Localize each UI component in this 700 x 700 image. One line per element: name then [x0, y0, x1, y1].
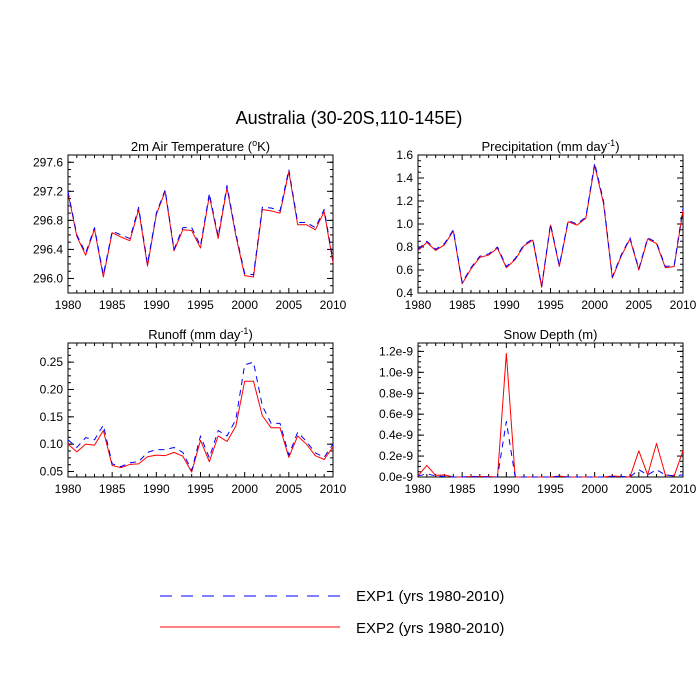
y-tick-label: 0.6e-9: [379, 407, 413, 421]
x-tick-label: 1995: [187, 298, 214, 312]
y-tick-label: 296.0: [33, 271, 63, 285]
x-tick-label: 2000: [231, 298, 258, 312]
x-tick-label: 1980: [405, 298, 432, 312]
y-tick-label: 1.0: [396, 217, 413, 231]
series-line-exp1-runoff: [67, 361, 334, 471]
series-line-exp1-snow-depth: [417, 421, 684, 478]
panel-snow-depth: Snow Depth (m) 1980 1985 1990 1995 2000 2005 20…: [379, 327, 697, 496]
y-tick-label: 0.4: [396, 286, 413, 300]
y-tick-label: 0.2e-9: [379, 449, 413, 463]
series-line-exp2-air-temperature: [67, 171, 334, 278]
y-tick-label: 297.6: [33, 155, 63, 169]
x-tick-label: 1990: [493, 298, 520, 312]
x-tick-label: 2000: [231, 482, 258, 496]
panel-title-precipitation: Precipitation (mm day-1): [481, 138, 619, 154]
x-tick-label: 1995: [187, 482, 214, 496]
panel-title-air-temperature: 2m Air Temperature (oK): [131, 138, 270, 154]
x-tick-label: 2010: [670, 482, 697, 496]
series-line-exp1-precipitation: [417, 162, 684, 287]
y-tick-label: 297.2: [33, 184, 63, 198]
plot-frame-snow-depth: [417, 342, 684, 478]
y-tick-label: 1.6: [396, 148, 413, 162]
legend-label-exp2: EXP2 (yrs 1980-2010): [356, 620, 504, 637]
panels-group: 2m Air Temperature (oK) 1980 1985 1990 1995 2…: [33, 138, 697, 496]
x-tick-label: 1980: [405, 482, 432, 496]
x-tick-label: 1985: [99, 482, 126, 496]
y-tick-label: 1.0e-9: [379, 365, 413, 379]
x-tick-label: 2005: [625, 482, 652, 496]
plot-frame-air-temperature: [67, 154, 334, 294]
x-tick-label: 2000: [581, 482, 608, 496]
y-tick-label: 1.2: [396, 194, 413, 208]
plot-frame-runoff: [67, 342, 334, 478]
series-line-exp2-precipitation: [417, 164, 684, 288]
x-tick-label: 2000: [581, 298, 608, 312]
y-tick-label: 0.6: [396, 263, 413, 277]
y-tick-label: 0.15: [40, 410, 64, 424]
legend: EXP1 (yrs 1980-2010) EXP2 (yrs 1980-2010…: [160, 588, 504, 637]
panel-air-temperature: 2m Air Temperature (oK) 1980 1985 1990 1995 2…: [33, 138, 347, 312]
series-line-exp2-runoff: [67, 380, 334, 473]
y-tick-label: 296.4: [33, 242, 63, 256]
x-tick-label: 2010: [320, 298, 347, 312]
panel-runoff: Runoff (mm day-1) 1980 1985 1990 1995 2000 200…: [40, 326, 347, 496]
y-tick-label: 0.4e-9: [379, 428, 413, 442]
panel-precipitation: Precipitation (mm day-1) 1980 1985 1990 1995…: [396, 138, 696, 312]
x-tick-label: 2005: [275, 298, 302, 312]
x-tick-label: 1995: [537, 482, 564, 496]
y-tick-label: 1.2e-9: [379, 344, 413, 358]
series-line-exp2-snow-depth: [417, 352, 684, 478]
x-tick-label: 2010: [320, 482, 347, 496]
y-tick-label: 296.8: [33, 213, 63, 227]
x-tick-label: 2010: [670, 298, 697, 312]
y-tick-label: 0.8e-9: [379, 386, 413, 400]
y-tick-label: 0.0e-9: [379, 470, 413, 484]
y-tick-label: 0.10: [40, 437, 64, 451]
x-tick-label: 1985: [449, 298, 476, 312]
x-tick-label: 1985: [99, 298, 126, 312]
y-tick-label: 0.25: [40, 355, 64, 369]
panel-title-runoff: Runoff (mm day-1): [148, 326, 253, 342]
x-tick-label: 1980: [55, 298, 82, 312]
x-tick-label: 1990: [143, 298, 170, 312]
y-tick-label: 0.8: [396, 240, 413, 254]
y-tick-label: 1.4: [396, 171, 413, 185]
y-tick-label: 0.20: [40, 382, 64, 396]
x-tick-label: 2005: [275, 482, 302, 496]
x-tick-label: 1985: [449, 482, 476, 496]
series-line-exp1-air-temperature: [67, 169, 334, 276]
x-tick-label: 1995: [537, 298, 564, 312]
x-tick-label: 1990: [493, 482, 520, 496]
x-tick-label: 1980: [55, 482, 82, 496]
legend-label-exp1: EXP1 (yrs 1980-2010): [356, 588, 504, 605]
y-tick-label: 0.05: [40, 465, 64, 479]
x-tick-label: 2005: [625, 298, 652, 312]
figure-title: Australia (30-20S,110-145E): [236, 108, 463, 128]
plot-frame-precipitation: [417, 154, 684, 294]
x-tick-label: 1990: [143, 482, 170, 496]
panel-title-snow-depth: Snow Depth (m): [504, 327, 598, 342]
